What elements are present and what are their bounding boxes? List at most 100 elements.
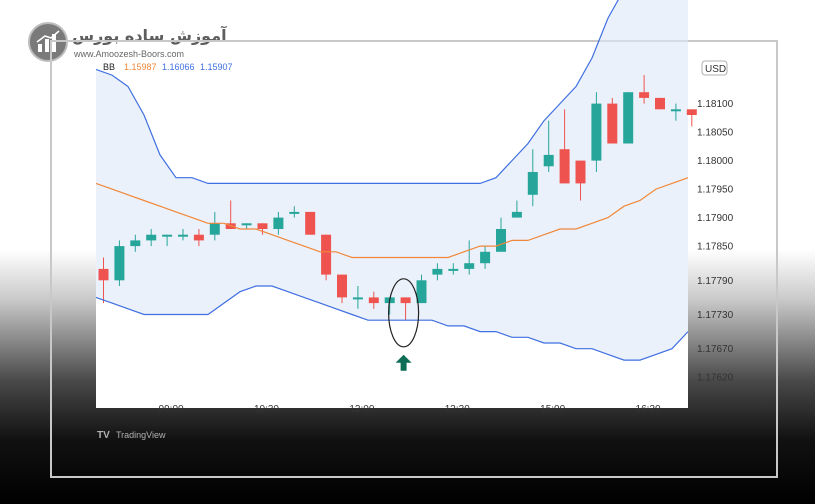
candle-body [464, 263, 475, 269]
candle-body [257, 223, 268, 229]
candle-body [98, 268, 109, 281]
candle-body [178, 234, 188, 237]
y-tick-label: 1.18050 [697, 128, 734, 139]
candle [575, 160, 586, 201]
up-arrow-icon [395, 354, 412, 371]
candle [607, 97, 618, 144]
basis-line [95, 177, 689, 259]
candle-body [607, 103, 618, 144]
candle [321, 234, 332, 281]
candle-body [241, 223, 252, 226]
candle [639, 75, 650, 104]
logo-emblem [28, 22, 68, 62]
x-tick-label: 10:30 [254, 404, 279, 415]
candle [209, 211, 220, 241]
candle [337, 274, 347, 304]
chart-icon [36, 30, 60, 52]
candle [480, 246, 491, 269]
currency-label[interactable]: USD [705, 64, 726, 75]
candle [416, 274, 427, 304]
y-tick-label: 1.17790 [697, 276, 734, 287]
candle [352, 286, 363, 309]
candle-body [337, 274, 347, 298]
candle-body [543, 154, 554, 167]
candle [162, 234, 173, 247]
candle [511, 200, 522, 218]
candle [273, 211, 284, 235]
legend-lower-value: 1.15907 [200, 62, 233, 72]
y-tick-label: 1.17730 [697, 310, 734, 321]
candle-body [686, 109, 697, 115]
highlight-ellipse [388, 278, 420, 348]
currency-badge[interactable] [701, 60, 728, 76]
candle [527, 149, 538, 207]
candle-body [289, 211, 300, 214]
legend-indicator-label: BB [103, 62, 115, 72]
candle-body [527, 172, 538, 195]
candle [289, 206, 300, 218]
y-tick-label: 1.17850 [697, 242, 734, 253]
x-tick-label: 09:00 [159, 404, 184, 415]
candle [496, 217, 506, 252]
candle [686, 109, 697, 127]
candle-body [400, 297, 411, 304]
x-tick-label: 12:00 [349, 404, 374, 415]
candle-body [559, 149, 570, 184]
site-url: www.Amoozesh-Boors.com [74, 49, 185, 59]
candle [193, 229, 204, 247]
y-tick-label: 1.17670 [697, 344, 734, 355]
candle-body [162, 234, 173, 237]
candle-body [511, 211, 522, 218]
candle-body [448, 268, 459, 271]
candle-body [209, 223, 220, 235]
candle-body [352, 297, 363, 300]
x-tick-label: 16:30 [636, 404, 661, 415]
candle [464, 240, 475, 275]
candle [591, 92, 602, 172]
tradingview-watermark: TV TradingView [97, 430, 166, 441]
candle [241, 223, 252, 229]
candle-body [432, 268, 443, 275]
candle [178, 229, 188, 241]
candle-body [480, 251, 491, 264]
candle-body [305, 211, 316, 235]
candle-body [321, 234, 332, 275]
candle-body [193, 234, 204, 241]
candle [400, 297, 411, 321]
candle [559, 109, 570, 184]
lower-band-line [95, 285, 689, 361]
candle [305, 211, 316, 235]
candle [623, 92, 634, 144]
y-tick-label: 1.18000 [697, 156, 734, 167]
candle-body [575, 160, 586, 184]
candle-body [114, 246, 125, 281]
x-tick-label: 13:30 [445, 404, 470, 415]
y-tick-label: 1.17620 [697, 373, 734, 384]
candle [670, 103, 681, 121]
candle-body [130, 240, 141, 247]
candle [655, 97, 665, 110]
candle [98, 257, 109, 304]
candle-body [670, 109, 681, 112]
bollinger-band-fill [96, 0, 688, 361]
candle-body [496, 229, 506, 252]
x-tick-label: 15:00 [540, 404, 565, 415]
candle-body [146, 234, 157, 241]
candle-body [416, 280, 427, 304]
y-tick-label: 1.17950 [697, 185, 734, 196]
legend-upper-value: 1.16066 [162, 62, 195, 72]
candle-body [655, 97, 665, 110]
y-tick-label: 1.18100 [697, 99, 734, 110]
upper-band-line [95, 0, 619, 184]
candle [543, 120, 554, 172]
candle [130, 234, 141, 252]
candle [368, 291, 379, 309]
candle [257, 223, 268, 235]
candle-body [591, 103, 602, 161]
watermark-text: TradingView [116, 430, 166, 440]
candle-body [623, 92, 634, 144]
candle-body [368, 297, 379, 304]
candle [432, 263, 443, 281]
y-tick-label: 1.17900 [697, 213, 734, 224]
